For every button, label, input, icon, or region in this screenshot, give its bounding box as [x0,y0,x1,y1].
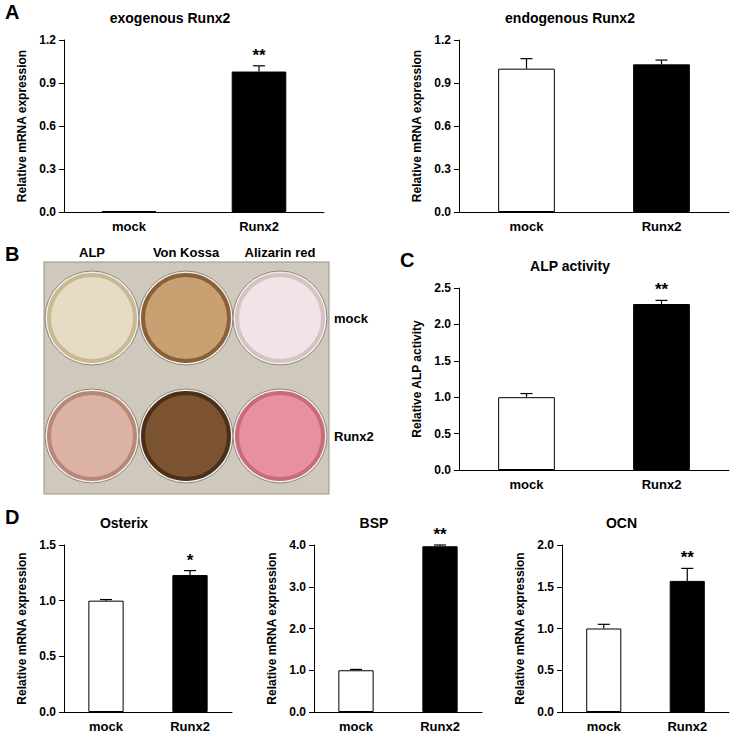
svg-text:Runx2: Runx2 [239,219,279,234]
svg-text:0.5: 0.5 [537,663,554,677]
svg-text:ALP activity: ALP activity [530,258,610,274]
svg-text:0.5: 0.5 [434,427,451,441]
svg-text:0.6: 0.6 [434,119,451,133]
svg-text:Runx2: Runx2 [642,219,682,234]
svg-text:mock: mock [89,719,124,734]
html-text:D: D [5,506,20,528]
svg-text:2.0: 2.0 [434,317,451,331]
svg-text:Relative mRNA expression: Relative mRNA expression [265,552,279,704]
svg-text:exogenous Runx2: exogenous Runx2 [110,10,231,26]
svg-text:2.0: 2.0 [537,538,554,552]
svg-text:1.5: 1.5 [434,354,451,368]
svg-text:**: ** [252,46,266,65]
html-text:A: A [5,1,20,23]
svg-text:*: * [187,551,194,570]
svg-text:1.0: 1.0 [39,594,56,608]
svg-text:mock: mock [587,719,622,734]
svg-text:0.0: 0.0 [289,705,306,719]
svg-text:0.6: 0.6 [39,119,56,133]
svg-text:Runx2: Runx2 [334,429,374,444]
svg-text:1.0: 1.0 [289,663,306,677]
svg-text:4.0: 4.0 [289,538,306,552]
svg-text:0.0: 0.0 [434,205,451,219]
svg-text:0.0: 0.0 [39,705,56,719]
svg-text:0.3: 0.3 [434,162,451,176]
svg-text:Runx2: Runx2 [420,719,460,734]
svg-text:1.0: 1.0 [434,390,451,404]
svg-text:Runx2: Runx2 [170,719,210,734]
svg-text:0.0: 0.0 [537,705,554,719]
svg-text:**: ** [681,548,695,567]
svg-text:1.2: 1.2 [434,33,451,47]
svg-text:ALP: ALP [79,245,105,260]
svg-text:**: ** [655,280,669,299]
svg-text:0.3: 0.3 [39,162,56,176]
svg-text:1.0: 1.0 [537,622,554,636]
svg-text:Relative ALP activity: Relative ALP activity [410,320,424,438]
svg-text:3.0: 3.0 [289,580,306,594]
svg-text:Relative mRNA expression: Relative mRNA expression [15,552,29,704]
svg-text:OCN: OCN [606,515,637,531]
svg-text:0.5: 0.5 [39,649,56,663]
svg-text:mock: mock [334,311,369,326]
svg-text:1.2: 1.2 [39,33,56,47]
svg-text:**: ** [433,525,447,544]
html-text:B: B [5,243,20,265]
svg-text:Relative mRNA expression: Relative mRNA expression [410,50,424,202]
svg-text:Alizarin red: Alizarin red [245,245,316,260]
svg-text:Relative mRNA expression: Relative mRNA expression [513,552,527,704]
svg-text:mock: mock [510,477,545,492]
svg-text:Runx2: Runx2 [642,477,682,492]
svg-text:1.5: 1.5 [39,538,56,552]
svg-text:mock: mock [510,219,545,234]
svg-text:Von Kossa: Von Kossa [153,245,220,260]
svg-text:0.0: 0.0 [434,463,451,477]
svg-text:Runx2: Runx2 [667,719,707,734]
svg-text:0.9: 0.9 [39,76,56,90]
svg-text:0.0: 0.0 [39,205,56,219]
svg-text:mock: mock [112,219,147,234]
svg-text:Relative mRNA expression: Relative mRNA expression [15,50,29,202]
svg-text:endogenous Runx2: endogenous Runx2 [505,10,635,26]
svg-text:2.0: 2.0 [289,622,306,636]
svg-text:Osterix: Osterix [100,515,148,531]
svg-text:2.5: 2.5 [434,281,451,295]
svg-text:1.5: 1.5 [537,580,554,594]
svg-text:0.9: 0.9 [434,76,451,90]
html-text:C: C [400,249,415,271]
svg-text:mock: mock [339,719,374,734]
svg-text:BSP: BSP [360,515,389,531]
